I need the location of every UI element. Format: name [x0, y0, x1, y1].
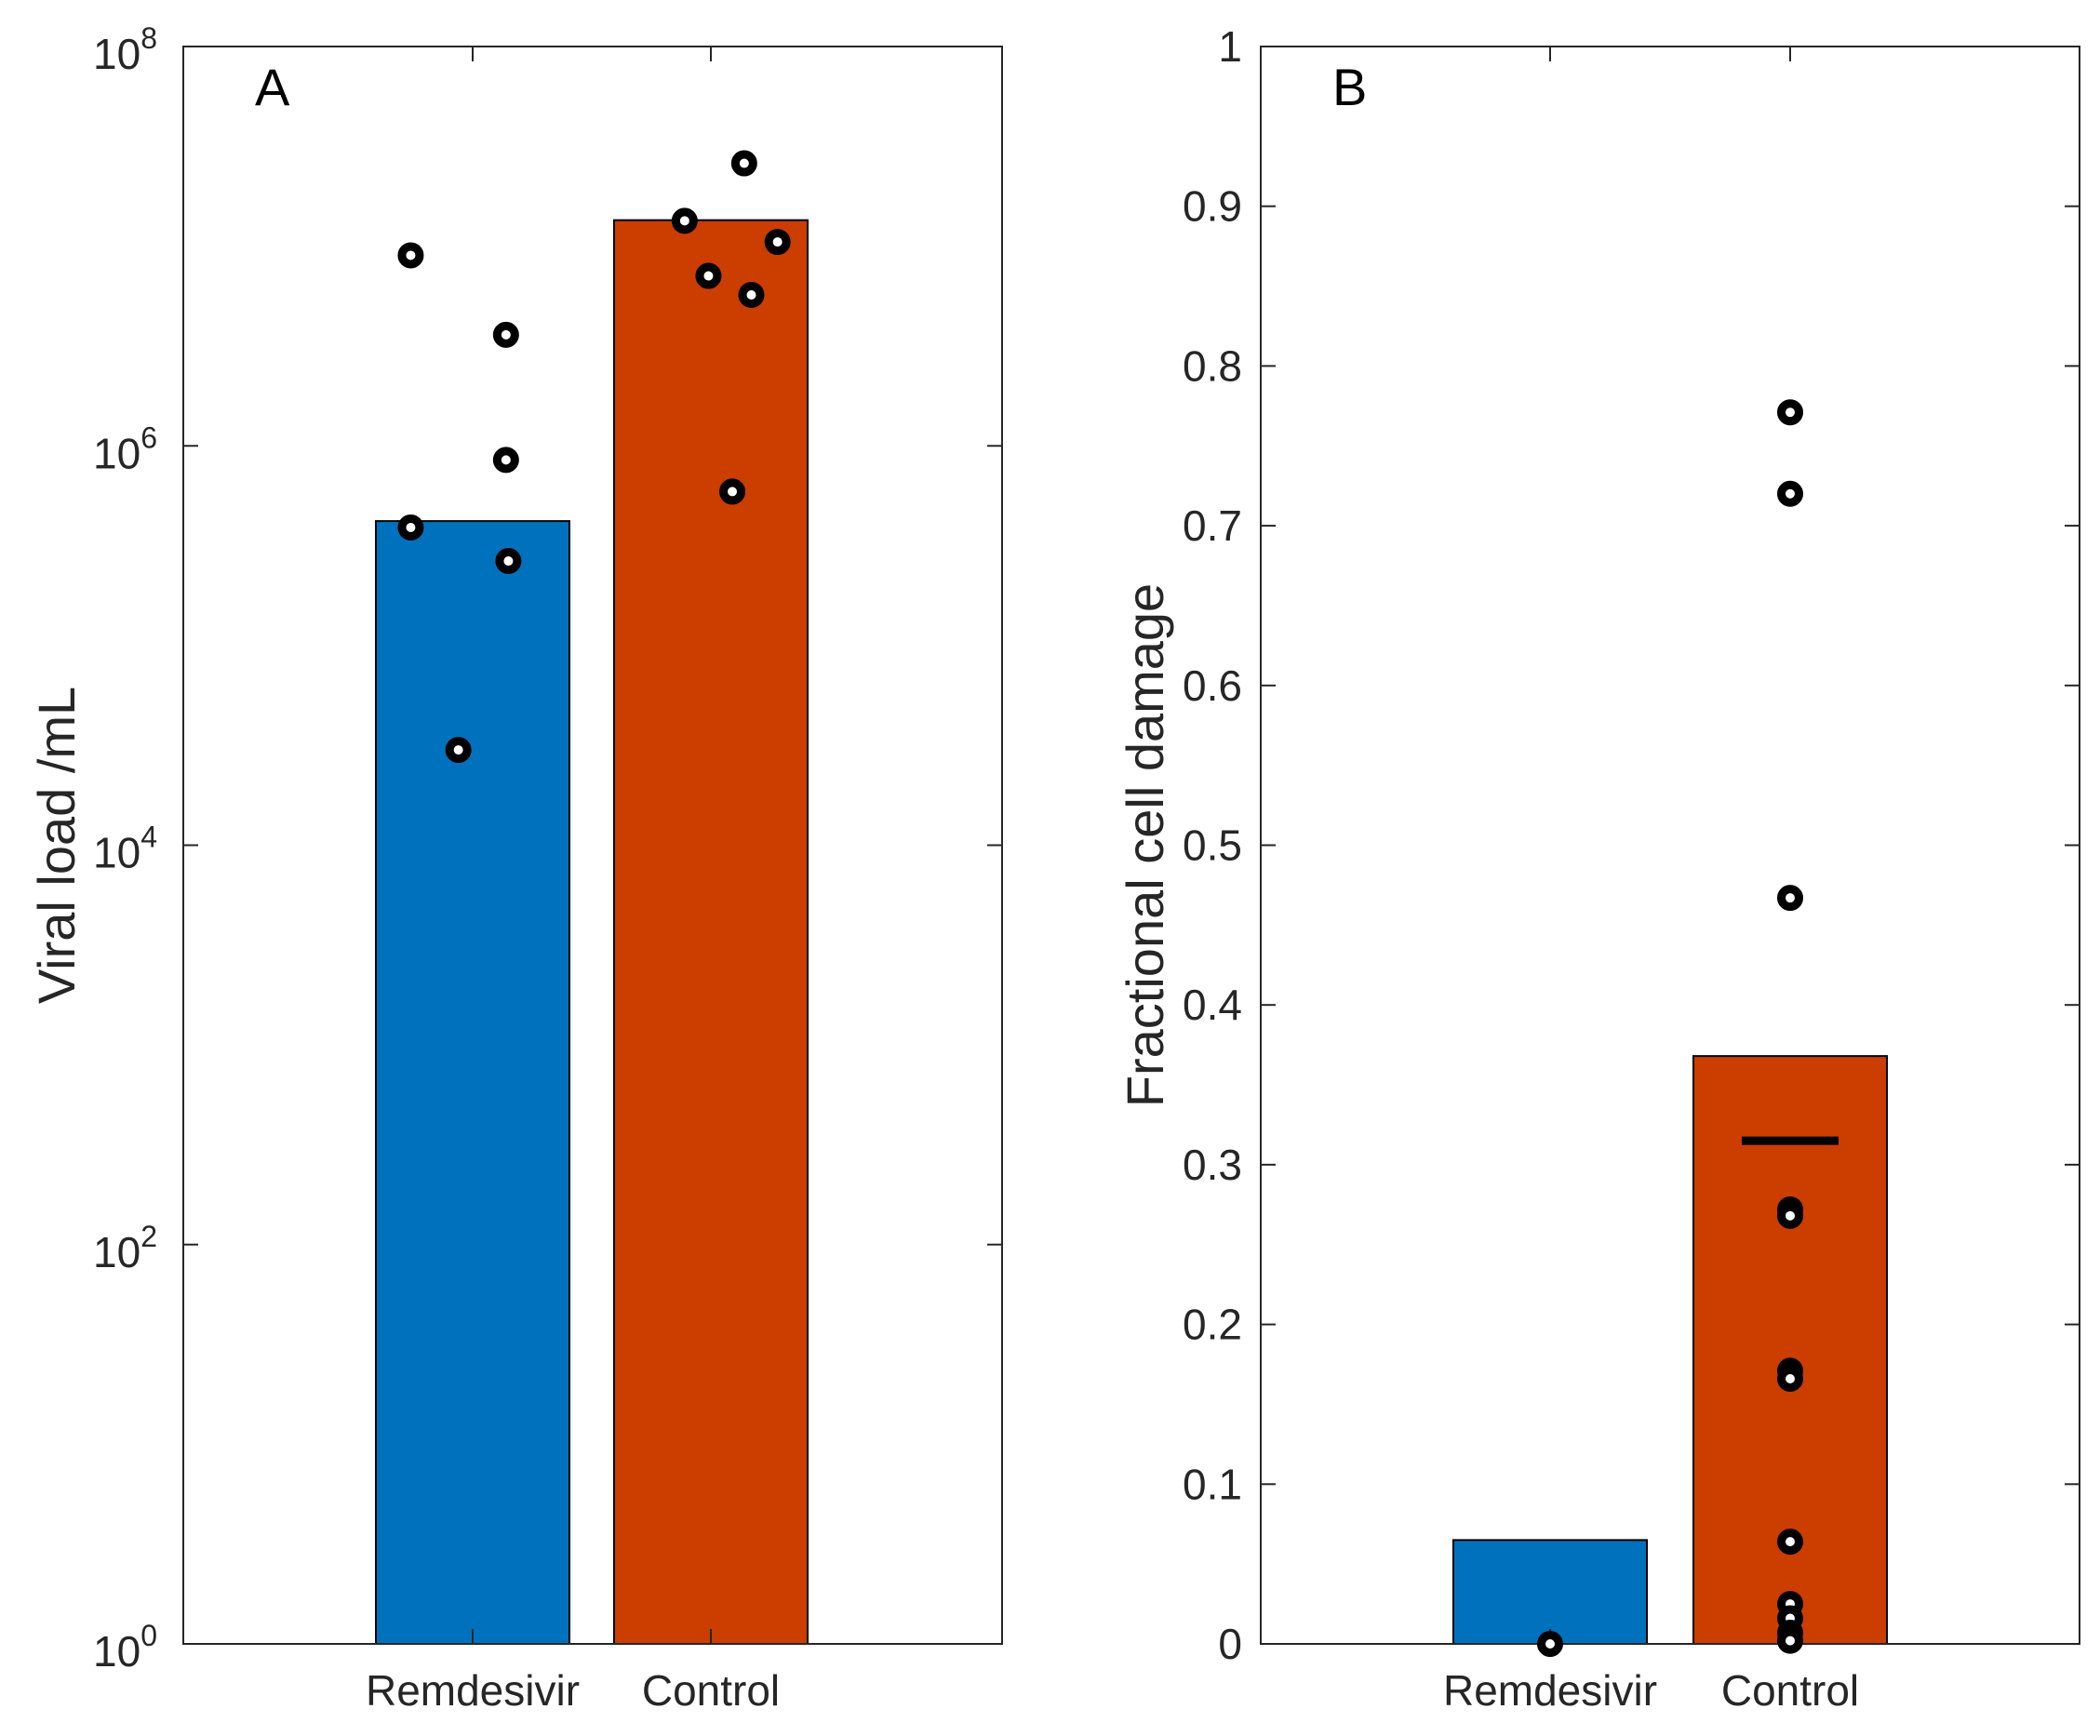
- bar-remdesivir: [1452, 1539, 1648, 1646]
- x-category-label-remdesivir: Remdesivir: [1443, 1666, 1657, 1715]
- data-point: [1777, 885, 1803, 912]
- data-point: [738, 282, 765, 309]
- panel-label: B: [1332, 58, 1367, 116]
- y-tick-label: 102: [93, 1220, 157, 1276]
- x-category-label-control: Control: [642, 1666, 780, 1715]
- y-tick-label: 0.5: [1183, 821, 1242, 870]
- data-point: [730, 150, 757, 177]
- data-point: [1777, 480, 1803, 507]
- y-tick-exponent: 6: [140, 421, 157, 454]
- data-point: [445, 737, 472, 764]
- y-axis-label: Fractional cell damage: [1116, 583, 1174, 1107]
- y-tick-label: 106: [93, 421, 157, 477]
- data-point: [1777, 1529, 1803, 1556]
- data-point: [719, 478, 746, 505]
- y-tick-base: 10: [93, 1228, 140, 1276]
- data-point: [671, 207, 698, 234]
- data-point: [397, 242, 424, 269]
- y-tick-base: 10: [93, 30, 140, 78]
- panel-label: A: [255, 58, 290, 116]
- bar-remdesivir: [375, 520, 570, 1645]
- data-point: [695, 262, 722, 289]
- y-tick-label: 1: [1218, 22, 1242, 71]
- y-axis-label: Viral load /mL: [27, 687, 86, 1004]
- data-point: [1777, 1202, 1803, 1229]
- y-tick-label: 0.6: [1183, 661, 1242, 710]
- y-tick-exponent: 2: [140, 1220, 157, 1253]
- y-tick-label: 104: [93, 821, 157, 877]
- y-tick-label: 100: [93, 1619, 157, 1676]
- data-point: [1777, 1627, 1803, 1654]
- data-point: [492, 321, 519, 348]
- y-tick-exponent: 4: [140, 821, 157, 854]
- y-tick-base: 10: [93, 829, 140, 877]
- data-point: [492, 447, 519, 474]
- data-point: [1777, 1365, 1803, 1392]
- data-point: [397, 514, 424, 541]
- y-tick-label: 108: [93, 21, 157, 78]
- data-point: [1537, 1631, 1563, 1657]
- bar-control: [613, 219, 809, 1646]
- y-tick-base: 10: [93, 429, 140, 477]
- y-tick-label: 0.7: [1183, 501, 1242, 550]
- y-tick-label: 0.9: [1183, 182, 1242, 231]
- data-point: [764, 229, 791, 256]
- panel-b-cell-damage-chart: 0 0.1 0.2 0.3 0.4 0.5 0.6 0.7 0.8 0.9 1 Remdesivir C…: [1116, 22, 2080, 1715]
- x-category-label-remdesivir: Remdesivir: [366, 1666, 580, 1715]
- y-tick-label: 0.1: [1183, 1460, 1242, 1508]
- x-category-label-control: Control: [1721, 1666, 1859, 1715]
- data-point: [495, 548, 522, 575]
- y-tick-exponent: 0: [140, 1619, 157, 1652]
- data-point: [1777, 399, 1803, 426]
- y-tick-label: 0.4: [1183, 981, 1242, 1029]
- y-tick-base: 10: [93, 1627, 140, 1676]
- y-tick-label: 0.3: [1183, 1141, 1242, 1189]
- y-tick-label: 0.2: [1183, 1301, 1242, 1349]
- y-tick-label: 0.8: [1183, 341, 1242, 390]
- y-tick-exponent: 8: [140, 21, 157, 55]
- y-tick-label: 0: [1218, 1620, 1242, 1668]
